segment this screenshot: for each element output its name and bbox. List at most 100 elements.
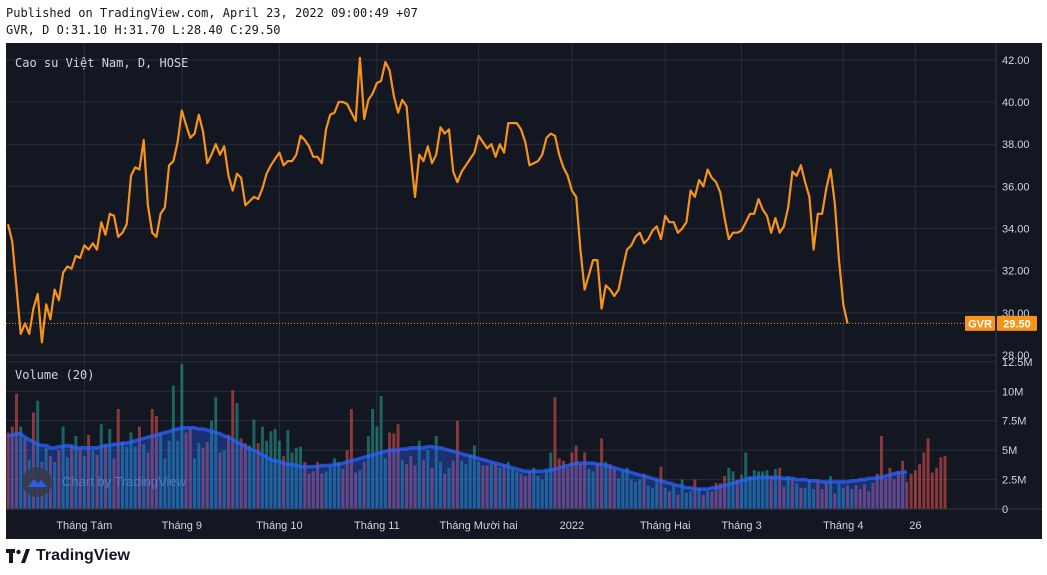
volume-bar: [629, 479, 633, 509]
volume-bar: [154, 416, 158, 509]
volume-bar: [782, 486, 786, 509]
volume-bar: [549, 452, 553, 509]
volume-bar: [70, 444, 74, 509]
volume-bar: [112, 458, 116, 509]
volume-bar: [227, 434, 230, 509]
volume-bar: [735, 479, 739, 509]
volume-bar: [468, 454, 472, 509]
volume-bar: [494, 464, 498, 509]
volume-bar: [625, 467, 629, 509]
volume-bar: [383, 458, 387, 509]
volume-bar: [180, 364, 184, 509]
time-axis[interactable]: Tháng Tám Tháng 9 Tháng 10 Tháng 11 Tháng Mư…: [56, 520, 921, 532]
volume-bar: [824, 481, 828, 509]
volume-bar: [252, 419, 256, 509]
volume-bar: [799, 487, 803, 509]
volume-bar: [222, 450, 226, 509]
volume-bar: [689, 491, 693, 509]
chart-canvas[interactable]: 28.0030.0032.0034.0036.0038.0040.0042.00…: [6, 43, 1042, 539]
volume-bar: [506, 461, 510, 509]
volume-bar: [646, 485, 650, 509]
price-tag-value: 29.50: [1003, 318, 1031, 330]
volume-bar: [884, 478, 888, 509]
volume-ma-line: [7, 426, 908, 491]
volume-bar: [273, 428, 277, 509]
volume-bar: [125, 446, 129, 509]
volume-bar: [167, 440, 171, 509]
volume-bar: [786, 476, 790, 509]
volume-tick-label: 0: [1002, 504, 1008, 516]
volume-bar: [260, 426, 264, 509]
volume-bar: [926, 438, 930, 509]
volume-bar: [829, 476, 833, 509]
ohlc-readout: GVR, D O:31.10 H:31.70 L:28.40 C:29.50: [6, 23, 281, 37]
volume-bar: [617, 478, 621, 509]
volume-bar: [710, 491, 714, 509]
volume-bar: [795, 483, 799, 509]
volume-bar: [612, 468, 616, 509]
volume-bar: [718, 483, 722, 509]
volume-bar: [591, 471, 595, 509]
volume-bar: [515, 471, 519, 509]
volume-bar: [879, 436, 883, 509]
volume-bar: [748, 476, 752, 509]
volume-bar: [595, 463, 599, 509]
volume-bar: [239, 438, 243, 509]
volume-bar: [307, 473, 311, 509]
volume-bar: [773, 468, 777, 509]
footer-brand[interactable]: TradingView: [6, 546, 130, 566]
volume-bar: [519, 473, 523, 509]
volume-bar: [265, 440, 269, 509]
volume-bar: [943, 456, 947, 509]
tradingview-watermark[interactable]: Chart by TradingView: [22, 467, 187, 497]
volume-bar: [447, 467, 451, 509]
chart-panel[interactable]: 28.00 30.00 32.00 34.00 36.00 38.00 40.00 42.00…: [6, 43, 1042, 539]
volume-bar: [557, 458, 561, 509]
volume-bar: [608, 464, 612, 509]
volume-bar: [727, 467, 731, 509]
volume-indicator-label: Volume (20): [15, 368, 94, 382]
volume-bar: [807, 479, 811, 509]
volume-bar: [324, 471, 328, 509]
time-tick-label: Tháng Hai: [640, 520, 691, 532]
volume-axis[interactable]: 0 2.5M 5M 7.5M 10M 12.5M: [1002, 357, 1033, 516]
volume-bar: [277, 440, 281, 509]
volume-bar: [371, 408, 375, 509]
volume-bar: [294, 447, 298, 509]
price-tick-label: 38.00: [1002, 139, 1030, 151]
volume-bar: [392, 433, 396, 509]
volume-bar: [888, 467, 892, 509]
published-info: Published on TradingView.com, April 23, …: [6, 6, 418, 20]
price-tick-label: 40.00: [1002, 97, 1030, 109]
tradingview-logo-icon: [6, 549, 30, 563]
volume-bar: [528, 471, 531, 509]
volume-bar: [82, 456, 86, 509]
volume-bar: [909, 473, 913, 509]
volume-ma-area: [8, 427, 907, 509]
time-tick-label: Tháng 10: [256, 520, 302, 532]
volume-bar: [243, 443, 247, 509]
watermark-text: Chart by TradingView: [62, 474, 187, 489]
volume-bar: [837, 483, 841, 509]
volume-bar: [574, 445, 578, 509]
volume-bar: [561, 460, 565, 509]
volume-bars: [6, 364, 947, 509]
time-tick-label: Tháng 4: [823, 520, 863, 532]
volume-bar: [396, 424, 400, 509]
volume-bar: [133, 446, 137, 509]
volume-bar: [659, 466, 663, 509]
volume-bar: [803, 487, 807, 509]
volume-bar: [913, 470, 917, 509]
volume-bar: [341, 468, 345, 509]
volume-bar: [197, 443, 201, 509]
volume-bar: [362, 461, 366, 509]
volume-bar: [286, 430, 290, 509]
time-tick-label: 2022: [560, 520, 584, 532]
chart-mountain-icon: [28, 479, 47, 487]
volume-bar: [74, 436, 78, 509]
volume-bar: [697, 487, 701, 509]
volume-bar: [918, 464, 922, 509]
volume-bar: [218, 452, 222, 509]
volume-bar: [587, 468, 591, 509]
